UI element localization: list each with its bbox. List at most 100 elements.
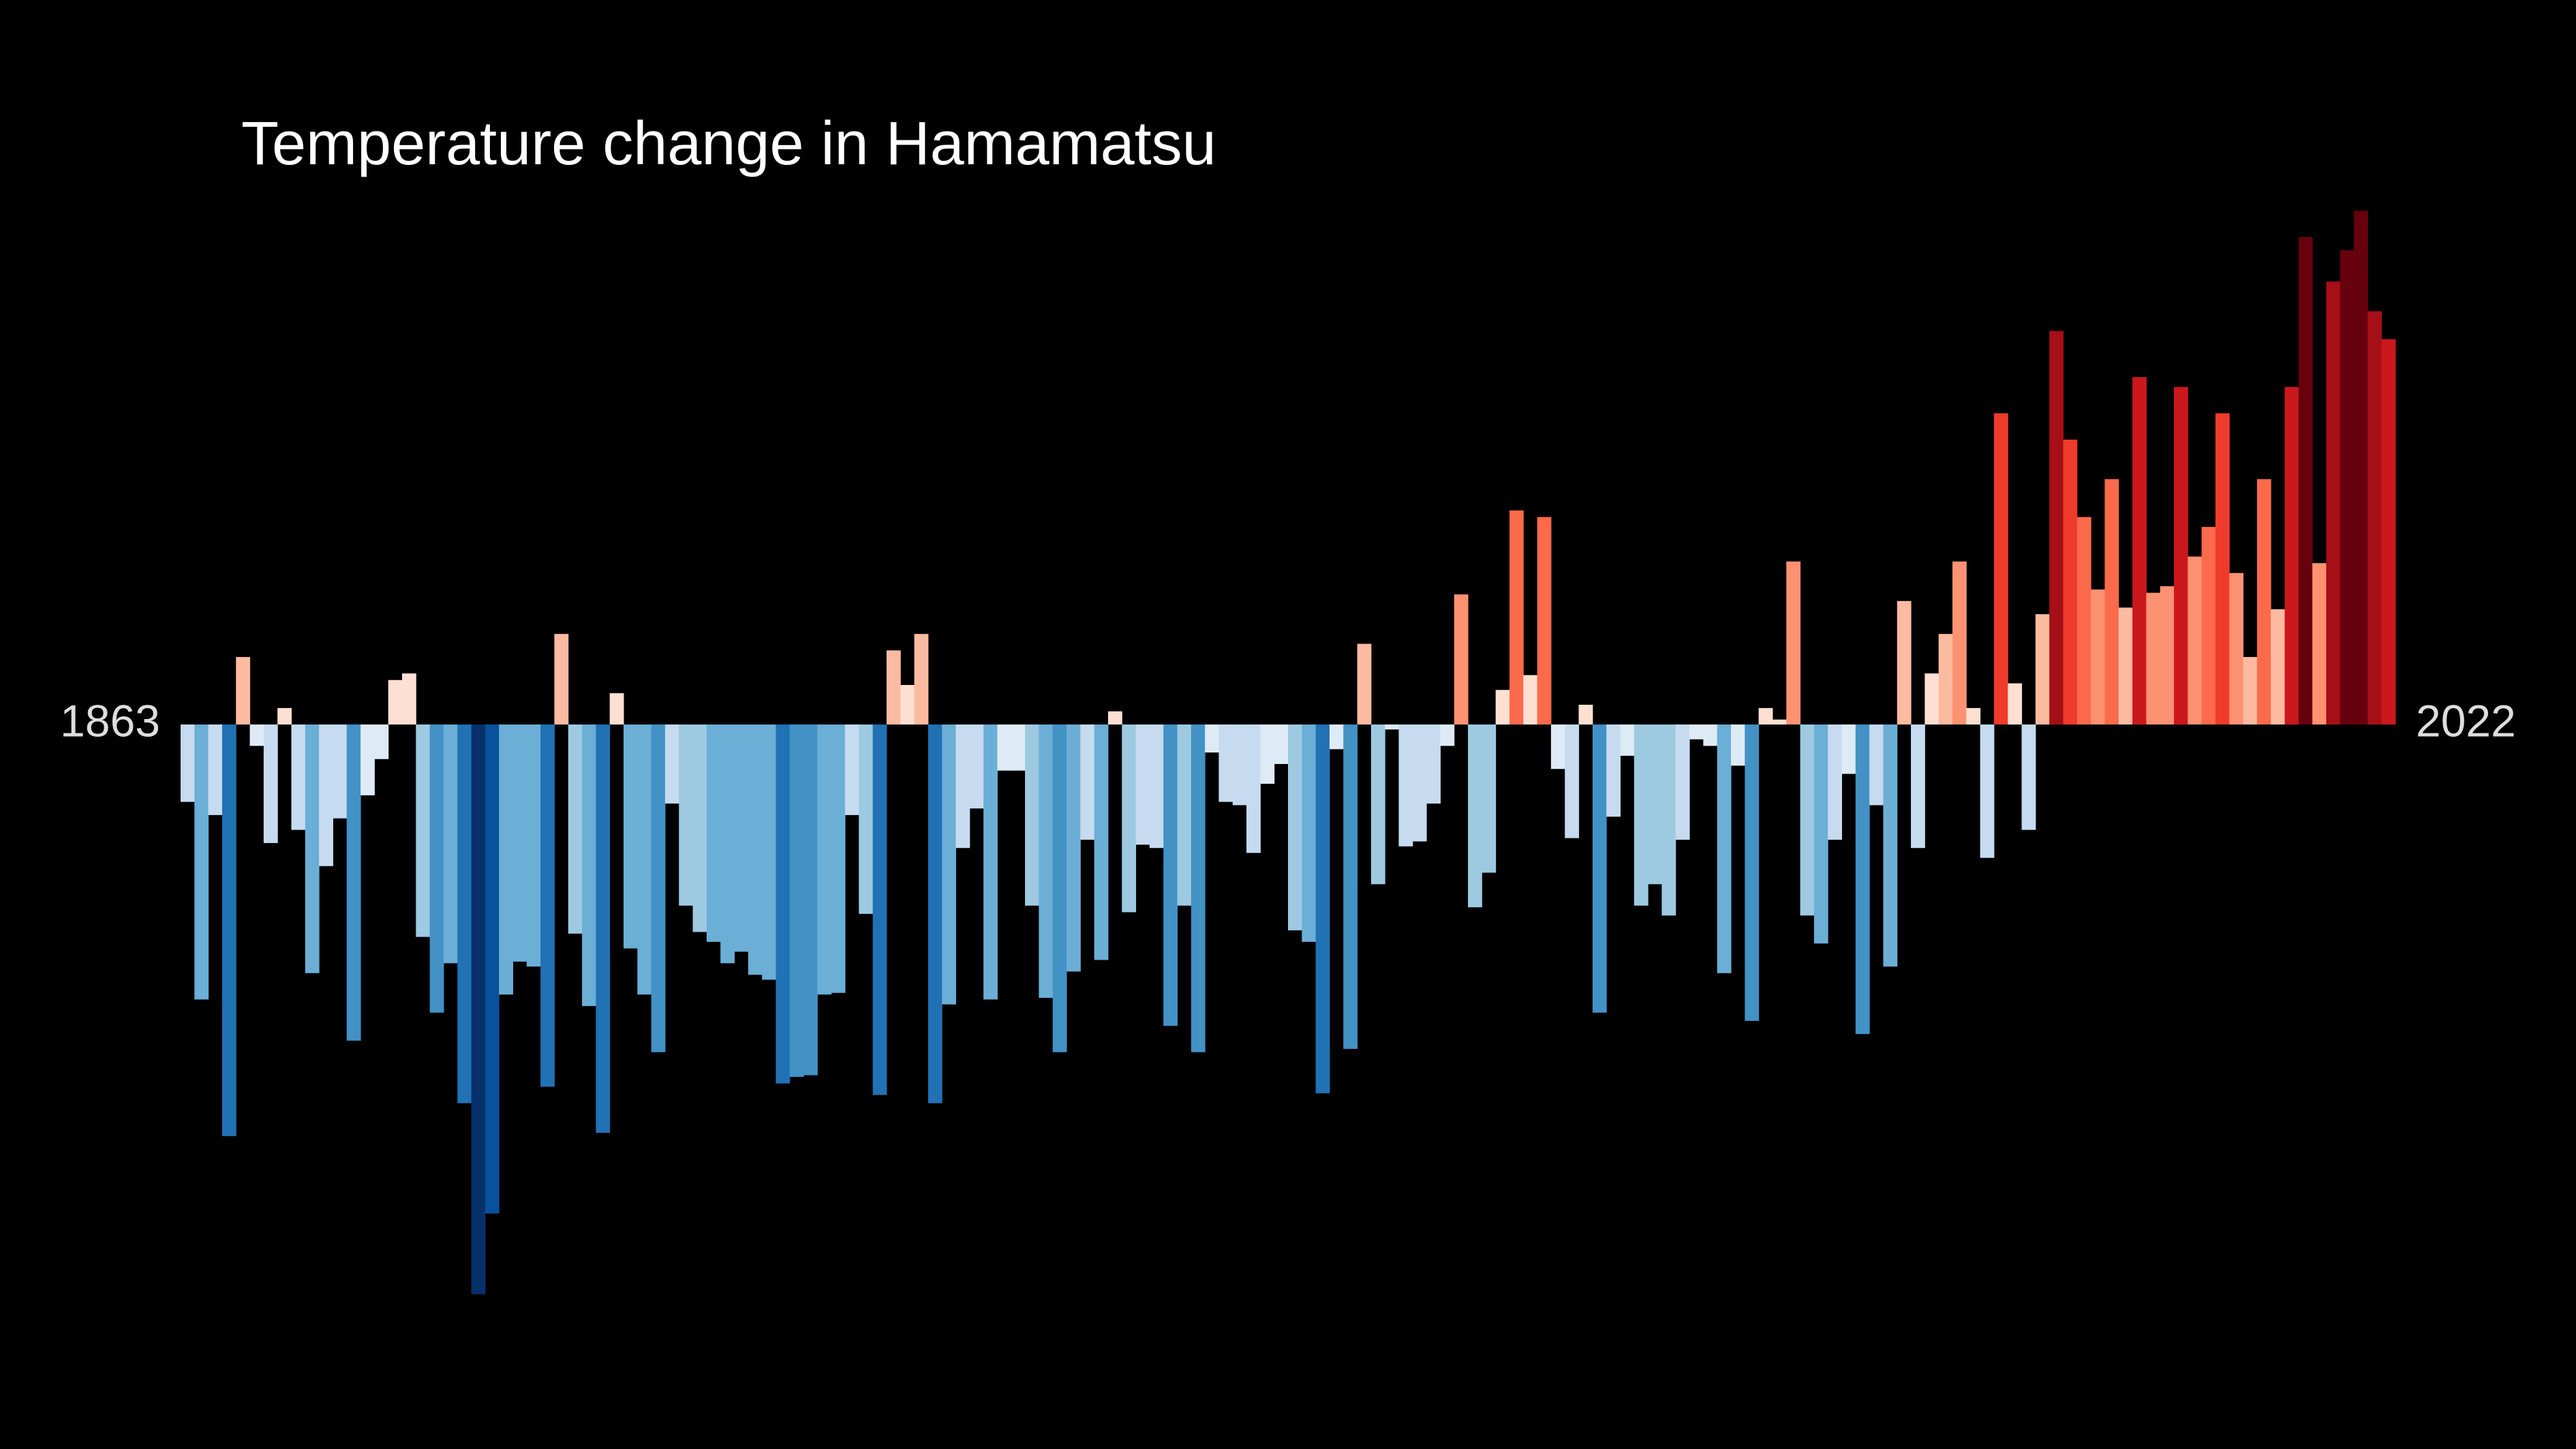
bar [429,724,444,1013]
bar [540,724,555,1087]
bar [1786,561,1801,724]
bar [2256,479,2271,724]
bar [1370,724,1385,885]
bar [1468,724,1482,908]
bar [1025,724,1039,906]
bar [789,724,804,1078]
bar [2008,683,2023,724]
bar [997,724,1012,771]
bar [1343,724,1358,1049]
bar [609,693,624,724]
x-tick-label: 1863 [60,695,160,746]
bar [1758,707,1773,724]
chart-title: Temperature change in Hamamatsu [241,110,1216,178]
bar [1634,724,1649,906]
bar [1052,724,1067,1052]
bar [1218,724,1233,802]
bar [803,724,818,1076]
bar [983,724,998,1000]
bar [679,724,694,906]
bar [1454,594,1469,724]
bar [2132,377,2147,724]
bar [208,724,223,815]
bar [291,724,306,830]
bar [651,724,666,1052]
bar [1495,690,1510,724]
bar [1080,724,1095,840]
bar [845,724,859,815]
bar [512,724,527,962]
bar [2049,331,2064,724]
bar [1039,724,1054,998]
bar [554,634,569,724]
bar [2326,281,2341,724]
bar [886,650,901,724]
bar [2340,250,2355,725]
bar [1191,724,1206,1052]
bar [1800,724,1815,916]
bar [817,724,832,995]
bar [1177,724,1192,906]
bar [1537,517,1552,724]
bar [1094,724,1109,960]
bar [2354,211,2368,725]
bar [1149,724,1164,849]
bar [485,724,500,1214]
bar [1578,705,1593,724]
bar [1509,510,1524,724]
bar [2312,563,2327,724]
bar [596,724,611,1133]
bar [1869,724,1884,806]
bar [1426,724,1441,804]
bar [1302,724,1317,942]
bar [1828,724,1842,840]
bar [568,724,583,934]
bar [1717,724,1732,973]
bar [1011,724,1026,771]
bar [1897,600,1912,724]
bar [2146,592,2161,724]
bar [2160,586,2175,724]
bar [2104,479,2119,724]
bar [914,634,929,724]
bar [1925,673,1939,724]
bar [457,724,472,1103]
bar [927,724,942,1103]
bar [1107,711,1122,724]
bar [1980,724,1995,858]
bar [831,724,846,993]
bar [2063,440,2078,724]
bar [955,724,970,849]
bar [499,724,513,995]
bar [374,724,389,759]
bar [942,724,956,1005]
x-tick-label: 2022 [2416,695,2516,746]
bar [361,724,375,795]
bar [706,724,721,942]
bar [2243,656,2258,724]
bar [1067,724,1081,972]
bar [1288,724,1302,930]
bar [181,724,195,802]
bar [305,724,320,973]
bar [664,724,679,804]
bar [221,724,236,1136]
bar [2298,237,2313,725]
bar [2021,724,2036,830]
bar [388,680,403,724]
bar [1205,724,1219,753]
bar [1606,724,1621,817]
bar [859,724,874,914]
bar [1550,724,1565,769]
bar [2174,386,2188,724]
bar [1966,707,1981,724]
bar [1745,724,1760,1021]
bar [2284,386,2299,724]
bar [1122,724,1137,913]
bar [762,724,776,980]
bar [346,724,361,1041]
bar [236,656,251,724]
bar [1855,724,1870,1035]
